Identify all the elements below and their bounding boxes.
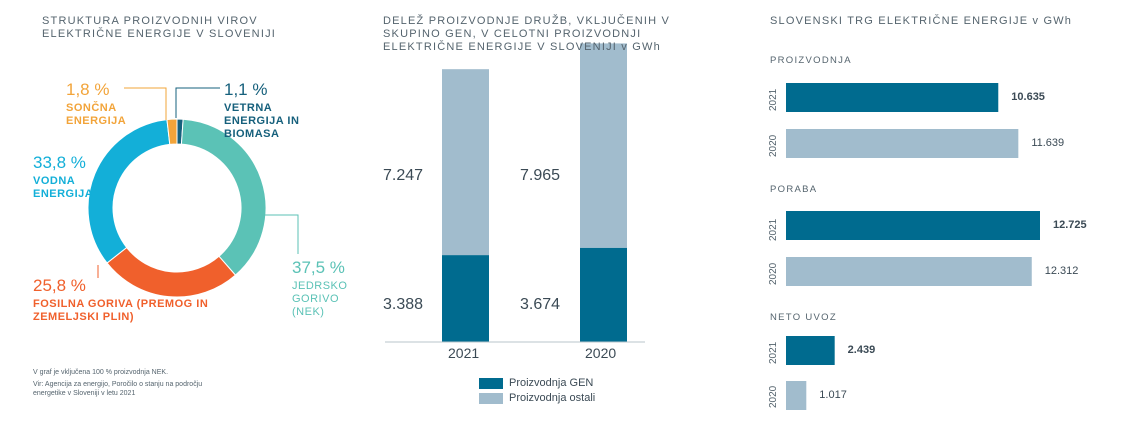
market-bar-neto-uvoz-2020 bbox=[786, 381, 807, 410]
nuclear-pct: 37,5 % bbox=[292, 258, 345, 277]
value-prod-2021: 10.635 bbox=[1011, 91, 1045, 103]
value-cons-2021: 12.725 bbox=[1053, 219, 1087, 231]
hydro-label: VODNA ENERGIJA bbox=[33, 175, 94, 200]
fossil-label: FOSILNA GORIVA (PREMOG IN ZEMELJSKI PLIN… bbox=[33, 298, 209, 323]
year-prod-2020: 2020 bbox=[768, 134, 779, 157]
group-poraba: PORABA bbox=[770, 184, 818, 195]
note-nek: V graf je vključena 100 % proizvodnja NE… bbox=[33, 369, 169, 376]
value-cons-2020: 12.312 bbox=[1044, 265, 1079, 277]
group-proizvodnja: PROIZVODNJA bbox=[770, 55, 852, 66]
year-prod-2021: 2021 bbox=[768, 88, 779, 111]
legend-others-swatch bbox=[479, 393, 503, 404]
note-source: Vir: Agencija za energijo, Poročilo o st… bbox=[33, 381, 203, 397]
market-bar-proizvodnja-2021 bbox=[786, 83, 999, 112]
gen-title: DELEŽ PROIZVODNJE DRUŽB, VKLJUČENIH V SK… bbox=[383, 15, 671, 53]
leader-wind bbox=[175, 87, 220, 118]
gen-2021-gen-label: 3.388 bbox=[383, 296, 424, 313]
year-cons-2021: 2021 bbox=[768, 218, 779, 241]
market-bar-proizvodnja-2020 bbox=[786, 129, 1019, 158]
wind-pct: 1,1 % bbox=[224, 80, 268, 99]
donut-title: STRUKTURA PROIZVODNIH VIROV ELEKTRIČNE E… bbox=[42, 15, 277, 40]
solar-label: SONČNA ENERGIJA bbox=[66, 102, 127, 127]
hydro-pct: 33,8 % bbox=[33, 153, 86, 172]
year-imp-2021: 2021 bbox=[768, 341, 779, 364]
market-title: SLOVENSKI TRG ELEKTRIČNE ENERGIJE v GWh bbox=[770, 15, 1073, 27]
value-prod-2020: 11.639 bbox=[1031, 137, 1065, 149]
legend-gen-text: Proizvodnja GEN bbox=[509, 377, 594, 389]
gen-bar-2020-gen bbox=[580, 247, 627, 342]
gen-category-2020: 2020 bbox=[585, 345, 617, 361]
fossil-pct: 25,8 % bbox=[33, 276, 86, 295]
leader-nuclear bbox=[263, 214, 299, 254]
gen-2020-gen-label: 3.674 bbox=[520, 296, 561, 313]
gen-bar-2020-others bbox=[580, 43, 627, 248]
donut-slice-nuclear bbox=[180, 118, 267, 276]
value-imp-2021: 2.439 bbox=[847, 344, 876, 356]
gen-2021-others-label: 7.247 bbox=[383, 167, 424, 184]
value-imp-2020: 1.017 bbox=[819, 389, 847, 401]
market-bar-poraba-2021 bbox=[786, 211, 1040, 240]
leader-solar bbox=[124, 87, 167, 120]
legend-gen-swatch bbox=[479, 378, 503, 389]
gen-bar-2021-gen bbox=[442, 255, 489, 342]
year-imp-2020: 2020 bbox=[768, 385, 779, 408]
legend-others-text: Proizvodnja ostali bbox=[509, 392, 596, 404]
gen-bar-2021-others bbox=[442, 69, 489, 256]
nuclear-label: JEDRSKO GORIVO (NEK) bbox=[292, 280, 348, 318]
donut-slice-fossil bbox=[106, 246, 237, 298]
year-cons-2020: 2020 bbox=[768, 262, 779, 285]
market-bar-poraba-2020 bbox=[786, 257, 1032, 286]
group-neto-uvoz: NETO UVOZ bbox=[770, 312, 837, 323]
wind-label: VETRNA ENERGIJA IN BIOMASA bbox=[224, 102, 300, 140]
gen-category-2021: 2021 bbox=[448, 345, 480, 361]
market-bar-neto-uvoz-2021 bbox=[786, 336, 835, 365]
donut-slice-solar bbox=[166, 118, 178, 145]
solar-pct: 1,8 % bbox=[66, 80, 110, 99]
gen-2020-others-label: 7.965 bbox=[520, 167, 561, 184]
